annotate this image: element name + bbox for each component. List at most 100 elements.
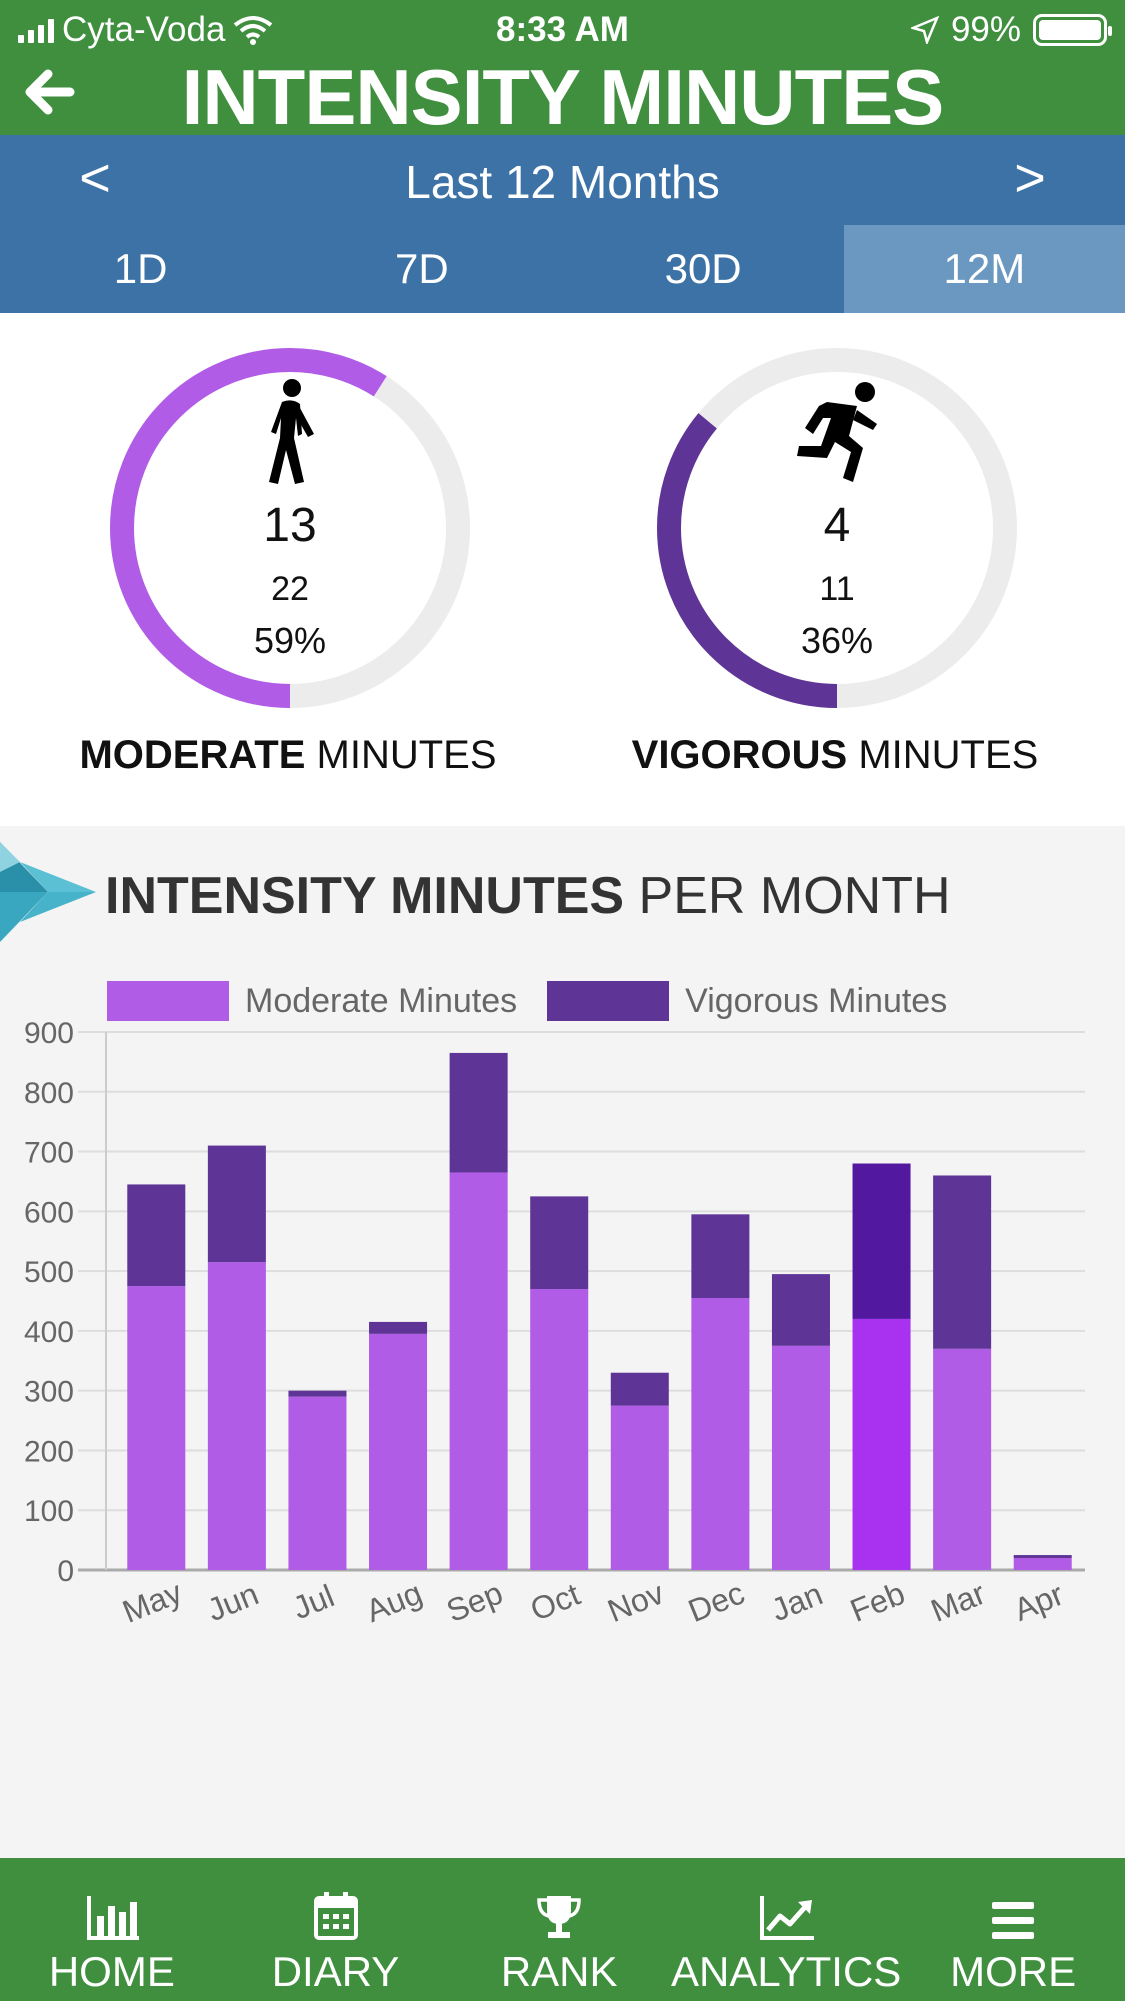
bar-moderate-minutes-nov[interactable] [610,1405,669,1570]
bar-moderate-minutes-jun[interactable] [207,1262,266,1570]
previous-period-button[interactable]: < [79,148,111,208]
nav-diary-label: DIARY [271,1948,400,1995]
section-triangles-icon [0,842,96,942]
legend-swatch-vigorous [547,981,670,1021]
bar-moderate-minutes-jan[interactable] [771,1345,830,1570]
nav-diary[interactable]: DIARY [224,1858,448,2001]
nav-analytics-label: ANALYTICS [671,1948,902,1995]
nav-more[interactable]: MORE [901,1858,1125,2001]
legend-item-moderate: Moderate Minutes [107,981,517,1021]
y-tick-label: 300 [24,1376,74,1409]
bar-vigorous-minutes-may[interactable] [127,1184,186,1287]
bar-vigorous-minutes-dec[interactable] [691,1214,750,1299]
vigorous-secondary: 11 [819,570,855,608]
legend-label-moderate: Moderate Minutes [245,981,518,1020]
bar-moderate-minutes-feb[interactable] [852,1318,911,1570]
moderate-title-rest: MINUTES [305,733,497,777]
x-tick-label: Mar [926,1575,991,1629]
tab-7d[interactable]: 7D [395,245,449,292]
x-tick-label: Jun [202,1575,263,1628]
bar-moderate-minutes-apr[interactable] [1013,1558,1072,1570]
tab-12m[interactable]: 12M [843,225,1125,313]
chart-section: INTENSITY MINUTES PER MONTH Moderate Min… [0,826,1125,1858]
y-tick-label: 600 [24,1196,74,1229]
bar-moderate-minutes-may[interactable] [127,1286,186,1570]
status-bar: Cyta-Voda 8:33 AM 99% [0,0,1125,60]
nav-more-label: MORE [950,1948,1077,1995]
x-tick-label: Apr [1009,1576,1069,1628]
carrier-name: Cyta-Voda [62,10,226,49]
chart-heading-bold: INTENSITY MINUTES [105,867,625,925]
bar-vigorous-minutes-mar[interactable] [933,1175,992,1349]
bar-vigorous-minutes-feb[interactable] [852,1163,911,1319]
bar-moderate-minutes-jul[interactable] [288,1396,347,1570]
battery-percent: 99% [950,10,1021,49]
bar-vigorous-minutes-oct[interactable] [530,1196,589,1290]
y-tick-label: 0 [57,1555,74,1588]
vigorous-value: 4 [823,499,851,552]
bar-moderate-minutes-mar[interactable] [933,1348,992,1570]
moderate-ring: 13 22 59% [100,338,480,718]
vigorous-ring: 4 11 36% [647,338,1027,718]
bar-moderate-minutes-sep[interactable] [449,1172,508,1570]
status-right: 99% [910,10,1112,50]
trend-icon [760,1896,815,1940]
monthly-bar-chart: 0 100 200 300 400 500 600 700 800 900 May Jun Jul Aug… [24,1017,1085,1630]
chart-legend: Moderate Minutes Vigorous Minutes [107,981,977,1021]
y-tick-label: 100 [24,1495,74,1528]
vigorous-title: VIGOROUS MINUTES [585,733,1085,778]
nav-rank[interactable]: RANK [447,1858,671,2001]
tab-30d[interactable]: 30D [664,245,742,292]
menu-icon [992,1902,1035,1939]
bar-vigorous-minutes-jan[interactable] [771,1274,830,1346]
period-label: Last 12 Months [405,156,720,208]
trophy-icon [537,1896,581,1938]
moderate-percent: 59% [253,620,327,661]
nav-analytics[interactable]: ANALYTICS [671,1858,901,2001]
signal-icon [18,17,54,43]
running-person-icon [797,382,877,482]
x-tick-label: Aug [361,1574,427,1629]
next-period-button[interactable]: > [1014,148,1046,208]
vigorous-title-rest: MINUTES [847,733,1039,777]
x-tick-label: Sep [441,1574,507,1629]
bar-chart-icon [86,1896,139,1940]
x-tick-label: May [117,1574,187,1630]
battery-icon [1033,14,1112,46]
chart-heading: INTENSITY MINUTES PER MONTH [105,866,951,926]
vigorous-title-bold: VIGOROUS [631,733,848,777]
x-tick-label: Jan [766,1575,827,1628]
bar-vigorous-minutes-sep[interactable] [449,1052,508,1173]
moderate-title: MODERATE MINUTES [38,733,538,778]
y-tick-label: 900 [24,1017,74,1050]
back-arrow-icon[interactable] [18,62,78,122]
bar-moderate-minutes-oct[interactable] [530,1289,589,1570]
y-tick-label: 200 [24,1435,74,1468]
bar-vigorous-minutes-aug[interactable] [369,1321,428,1334]
wifi-icon [234,16,273,45]
bar-moderate-minutes-aug[interactable] [369,1333,428,1570]
bar-vigorous-minutes-jul[interactable] [288,1390,347,1397]
y-tick-label: 500 [24,1256,74,1289]
legend-swatch-moderate [107,981,229,1021]
x-tick-label: Dec [683,1574,749,1629]
status-time: 8:33 AM [496,10,629,49]
vigorous-percent: 36% [800,620,874,661]
bar-vigorous-minutes-nov[interactable] [610,1372,669,1406]
x-tick-label: Jul [288,1577,339,1626]
bar-vigorous-minutes-jun[interactable] [207,1145,266,1263]
legend-item-vigorous: Vigorous Minutes [547,981,947,1021]
moderate-progress-ring [110,348,470,708]
range-tabs: 1D 7D 30D 12M [0,225,1125,313]
x-tick-label: Nov [603,1574,669,1629]
tab-1d[interactable]: 1D [113,245,168,292]
moderate-title-bold: MODERATE [79,733,306,777]
page-title: INTENSITY MINUTES [181,53,945,141]
nav-home[interactable]: HOME [0,1858,224,2001]
bar-vigorous-minutes-apr[interactable] [1013,1555,1072,1559]
bar-moderate-minutes-dec[interactable] [691,1298,750,1570]
location-arrow-icon [910,16,939,44]
bottom-nav: HOME DIARY RANK [0,1858,1125,2001]
calendar-icon [313,1892,358,1940]
app-header: Cyta-Voda 8:33 AM 99% INTENSITY MINUTES [0,0,1125,141]
